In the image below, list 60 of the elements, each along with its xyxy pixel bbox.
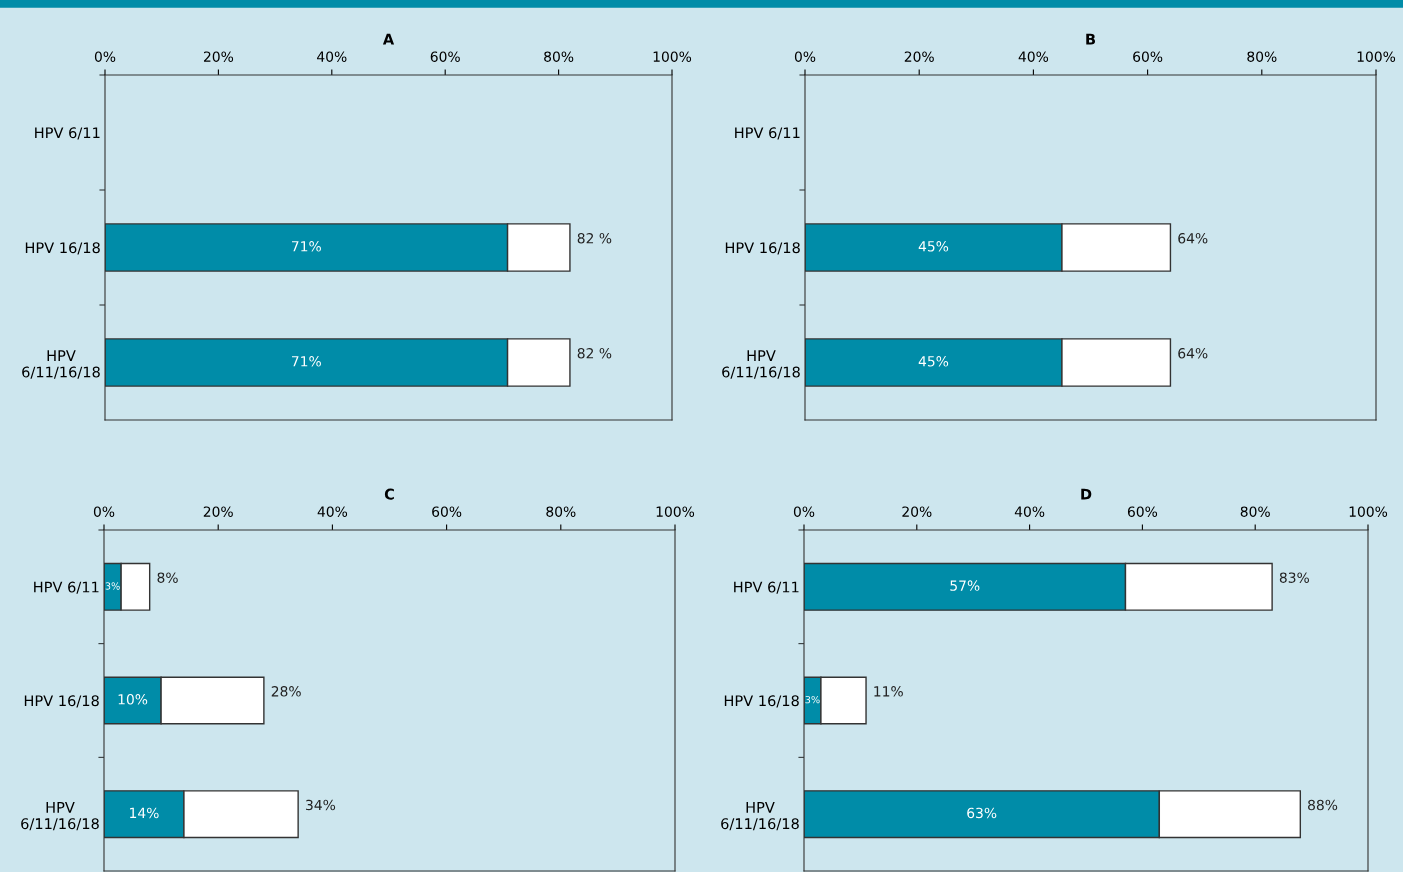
y-tick-label: HPV 6/11 bbox=[35, 127, 100, 140]
total-label: 64% bbox=[1178, 347, 1208, 359]
x-tick-label: 0% bbox=[93, 506, 115, 517]
chart-title: B bbox=[1086, 33, 1096, 45]
data-label: 63% bbox=[967, 807, 997, 819]
chart-title: D bbox=[1081, 488, 1092, 500]
x-tick-label: 40% bbox=[1014, 506, 1045, 517]
data-label: 10% bbox=[118, 694, 148, 705]
x-tick-label: 60% bbox=[1127, 506, 1158, 517]
x-tick-label: 60% bbox=[432, 506, 462, 517]
data-label: 71% bbox=[291, 241, 321, 252]
total-label: 82 % bbox=[577, 232, 612, 244]
x-tick-label: 20% bbox=[902, 506, 932, 517]
x-tick-label: 0% bbox=[794, 51, 816, 62]
y-tick-label: HPV 6/11 bbox=[34, 581, 99, 594]
x-tick-label: 100% bbox=[1349, 506, 1388, 517]
x-tick-label: 40% bbox=[317, 506, 348, 517]
x-tick-label: 80% bbox=[1247, 51, 1277, 62]
data-label: 57% bbox=[950, 580, 980, 591]
total-label: 28% bbox=[271, 686, 301, 697]
y-tick-label: HPV 6/11 bbox=[734, 581, 799, 594]
x-tick-label: 80% bbox=[546, 506, 576, 517]
x-tick-label: 100% bbox=[653, 51, 692, 62]
total-label: 34% bbox=[306, 799, 336, 811]
x-tick-label: 80% bbox=[544, 51, 574, 62]
y-tick-label: HPV 6/11 bbox=[735, 127, 800, 140]
x-tick-label: 60% bbox=[430, 51, 460, 62]
data-label: 3% bbox=[805, 695, 820, 704]
data-label: 3% bbox=[105, 582, 120, 590]
x-tick-label: 20% bbox=[904, 51, 934, 62]
x-tick-label: 20% bbox=[203, 506, 233, 517]
data-label: 71% bbox=[291, 356, 321, 367]
y-tick-label: HPV 16/18 bbox=[725, 242, 800, 255]
data-label: 14% bbox=[130, 807, 159, 819]
y-tick-label: HPV 6/11/16/18 bbox=[722, 350, 800, 379]
x-tick-label: 0% bbox=[793, 506, 815, 517]
total-label: 64% bbox=[1178, 232, 1208, 244]
y-tick-label: HPV 6/11/16/18 bbox=[721, 802, 799, 831]
total-label: 88% bbox=[1308, 799, 1338, 811]
data-label: 45% bbox=[918, 241, 949, 252]
y-tick-label: HPV 6/11/16/18 bbox=[21, 802, 99, 831]
x-tick-label: 0% bbox=[94, 51, 116, 62]
y-tick-label: HPV 16/18 bbox=[25, 242, 100, 255]
total-label: 8% bbox=[157, 572, 178, 583]
chart-title: A bbox=[382, 33, 395, 45]
chart-title: C bbox=[384, 488, 394, 500]
x-tick-label: 60% bbox=[1133, 51, 1163, 62]
x-tick-label: 40% bbox=[1018, 51, 1049, 62]
x-tick-label: 100% bbox=[1357, 51, 1396, 62]
x-tick-label: 80% bbox=[1240, 506, 1270, 517]
y-tick-label: HPV 6/11/16/18 bbox=[22, 350, 100, 379]
x-tick-label: 40% bbox=[317, 51, 347, 62]
data-label: 45% bbox=[918, 356, 949, 367]
total-label: 82 % bbox=[577, 347, 612, 359]
total-label: 83% bbox=[1279, 572, 1309, 583]
total-label: 11% bbox=[874, 686, 903, 697]
x-tick-label: 100% bbox=[656, 506, 695, 517]
x-tick-label: 20% bbox=[203, 51, 234, 62]
y-tick-label: HPV 16/18 bbox=[24, 695, 99, 708]
y-tick-label: HPV 16/18 bbox=[724, 695, 799, 708]
